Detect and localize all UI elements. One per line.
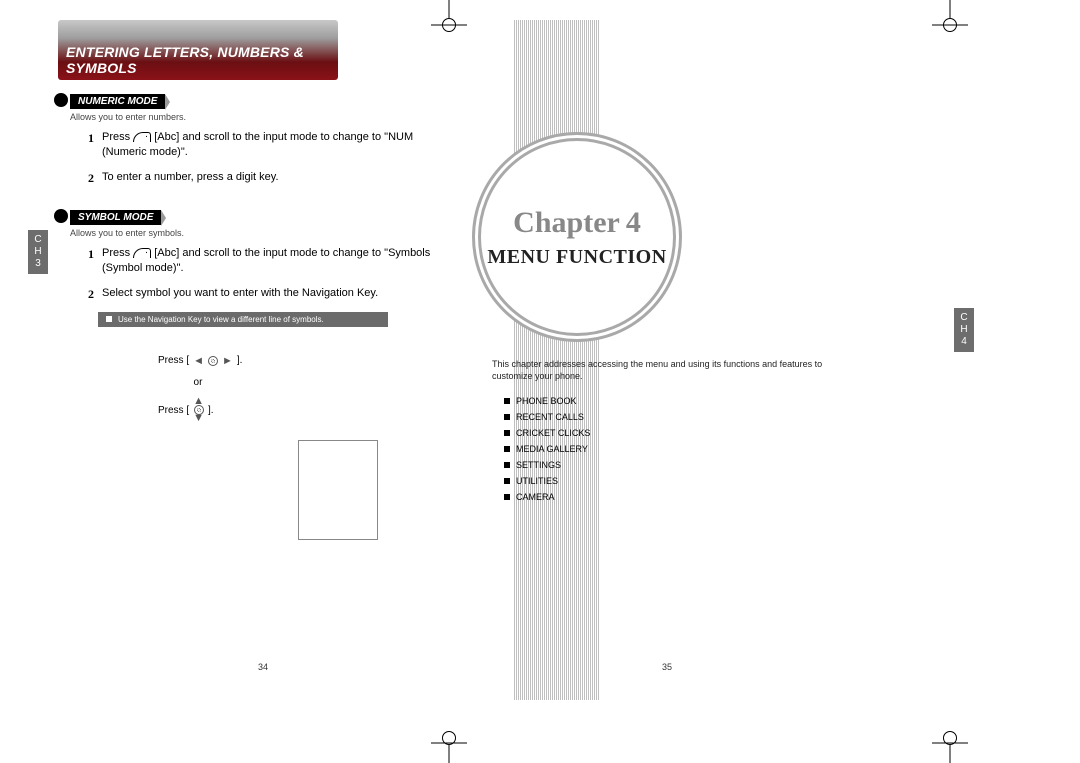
step-number: 2 xyxy=(82,170,94,186)
note-text: Use the Navigation Key to view a differe… xyxy=(118,315,324,324)
softkey-icon xyxy=(133,248,151,258)
softkey-icon xyxy=(133,132,151,142)
menu-item: CRICKET CLICKS xyxy=(504,428,590,438)
nav-circle-icon xyxy=(194,405,204,415)
chapter-title: MENU FUNCTION xyxy=(487,246,666,269)
menu-list: PHONE BOOK RECENT CALLS CRICKET CLICKS M… xyxy=(504,396,590,508)
step-body: Select symbol you want to enter with the… xyxy=(102,286,458,302)
square-bullet-icon xyxy=(504,446,510,452)
chapter-heading: Chapter4 xyxy=(513,206,641,240)
press-post: ]. xyxy=(208,405,214,416)
symbol-mode-desc: Allows you to enter symbols. xyxy=(70,228,458,238)
square-bullet-icon xyxy=(504,462,510,468)
step-number: 1 xyxy=(82,130,94,160)
step-number: 1 xyxy=(82,246,94,276)
numeric-mode-desc: Allows you to enter numbers. xyxy=(70,112,458,122)
chapter-tab-right-text: CH4 xyxy=(960,312,967,347)
crop-bottom-right xyxy=(940,723,960,763)
page-right: Chapter4 MENU FUNCTION CH4 This chapter … xyxy=(472,20,872,700)
arrow-right-icon: ► xyxy=(222,355,233,367)
chapter-intro: This chapter addresses accessing the men… xyxy=(492,358,842,382)
left-banner: ENTERING LETTERS, NUMBERS & SYMBOLS xyxy=(58,20,338,80)
menu-item: CAMERA xyxy=(504,492,590,502)
chapter-number: 4 xyxy=(626,206,641,239)
chapter-word: Chapter xyxy=(513,206,620,239)
nav-circle-icon xyxy=(208,356,218,366)
symbol-step-1: 1 Press [Abc] and scroll to the input mo… xyxy=(82,246,458,276)
menu-item-label: RECENT CALLS xyxy=(516,412,584,422)
banner-title: ENTERING LETTERS, NUMBERS & SYMBOLS xyxy=(66,44,330,76)
chapter-tab-left: CH3 xyxy=(28,230,48,274)
page-number-left: 34 xyxy=(258,662,268,672)
menu-item-label: MEDIA GALLERY xyxy=(516,444,588,454)
menu-item-label: PHONE BOOK xyxy=(516,396,577,406)
press-post: ]. xyxy=(237,355,243,366)
square-bullet-icon xyxy=(504,494,510,500)
menu-item: MEDIA GALLERY xyxy=(504,444,590,454)
arrow-down-icon: ▼ xyxy=(193,415,204,423)
bullet-icon xyxy=(106,316,112,322)
symbol-step-2: 2 Select symbol you want to enter with t… xyxy=(82,286,458,302)
menu-item: PHONE BOOK xyxy=(504,396,590,406)
press-pre: Press [ xyxy=(158,355,189,366)
chapter-tab-left-text: CH3 xyxy=(34,234,41,269)
crop-bottom-center xyxy=(439,723,459,763)
symbol-steps: 1 Press [Abc] and scroll to the input mo… xyxy=(82,246,458,302)
square-bullet-icon xyxy=(504,414,510,420)
press-pre: Press [ xyxy=(158,405,189,416)
square-bullet-icon xyxy=(504,398,510,404)
page-left: CH3 ENTERING LETTERS, NUMBERS & SYMBOLS … xyxy=(58,20,458,700)
menu-item: RECENT CALLS xyxy=(504,412,590,422)
menu-item-label: CRICKET CLICKS xyxy=(516,428,590,438)
numeric-mode-label: NUMERIC MODE xyxy=(70,94,165,109)
press-line-1: Press [ ◄ ► ]. xyxy=(158,355,458,367)
numeric-step-1: 1 Press [Abc] and scroll to the input mo… xyxy=(82,130,458,160)
step-body: Press [Abc] and scroll to the input mode… xyxy=(102,246,458,276)
arrow-left-icon: ◄ xyxy=(193,355,204,367)
step-body: Press [Abc] and scroll to the input mode… xyxy=(102,130,458,160)
menu-item-label: SETTINGS xyxy=(516,460,561,470)
symbol-note: Use the Navigation Key to view a differe… xyxy=(98,312,388,327)
page-number-right: 35 xyxy=(662,662,672,672)
numeric-mode-label-text: NUMERIC MODE xyxy=(78,96,157,107)
square-bullet-icon xyxy=(504,478,510,484)
arrow-up-icon: ▲ xyxy=(193,398,204,406)
numeric-steps: 1 Press [Abc] and scroll to the input mo… xyxy=(82,130,458,186)
menu-item: UTILITIES xyxy=(504,476,590,486)
chapter-disc: Chapter4 MENU FUNCTION xyxy=(472,132,682,342)
square-bullet-icon xyxy=(504,430,510,436)
screen-placeholder xyxy=(298,440,378,540)
menu-item: SETTINGS xyxy=(504,460,590,470)
symbol-mode-label-text: SYMBOL MODE xyxy=(78,212,153,223)
press-instructions: Press [ ◄ ► ]. or Press [ ▲ ▼ ]. xyxy=(158,355,458,423)
crop-top-right xyxy=(940,0,960,40)
numeric-step-2: 2 To enter a number, press a digit key. xyxy=(82,170,458,186)
press-line-2: Press [ ▲ ▼ ]. xyxy=(158,398,458,423)
press-or: or xyxy=(158,377,238,388)
chapter-tab-right: CH4 xyxy=(954,308,974,352)
menu-item-label: UTILITIES xyxy=(516,476,558,486)
step-body: To enter a number, press a digit key. xyxy=(102,170,458,186)
symbol-mode-label: SYMBOL MODE xyxy=(70,210,161,225)
step-number: 2 xyxy=(82,286,94,302)
menu-item-label: CAMERA xyxy=(516,492,555,502)
